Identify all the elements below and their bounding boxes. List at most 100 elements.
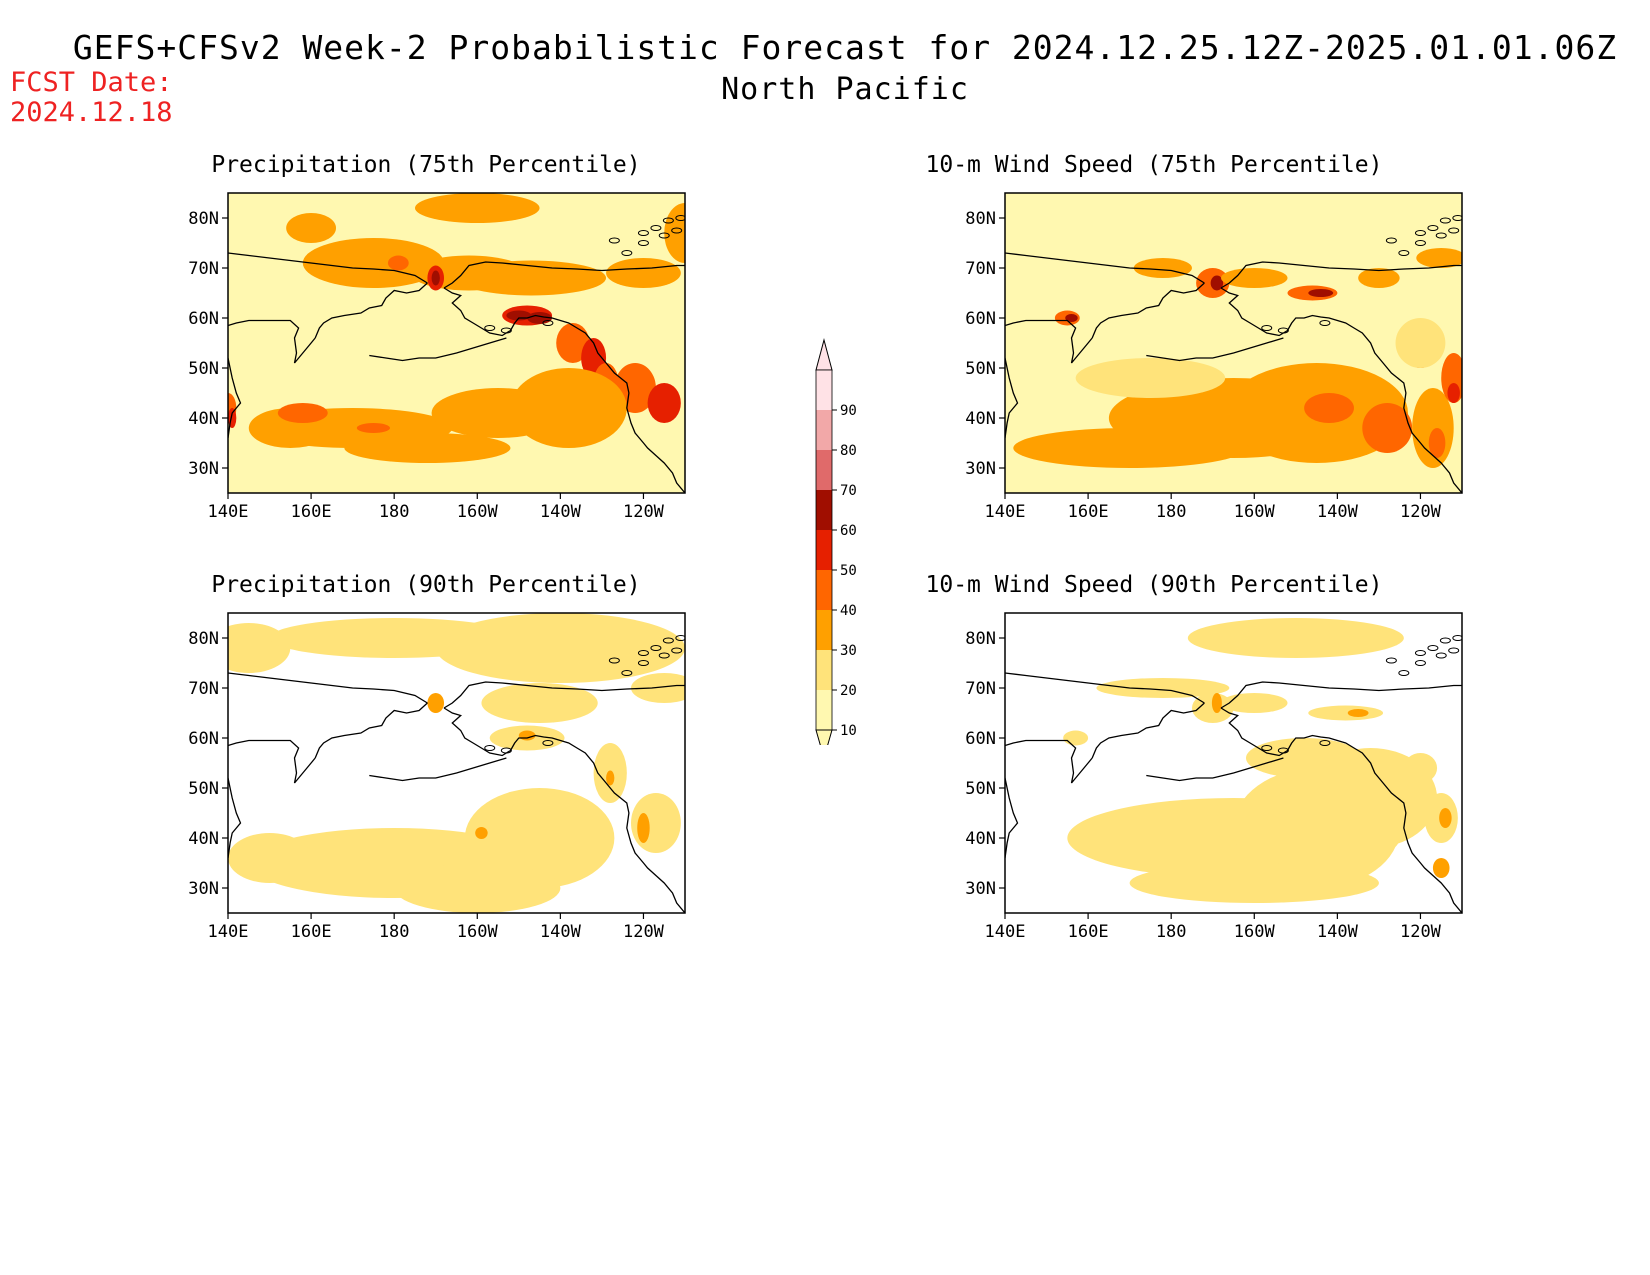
lat-label: 30N	[965, 879, 996, 899]
coastlines	[228, 635, 685, 913]
contour-region	[277, 403, 328, 423]
contour-region	[427, 693, 445, 713]
contour-region	[1395, 318, 1446, 368]
coastline	[443, 681, 685, 709]
fcst-date-value: 2024.12.18	[10, 97, 173, 128]
lon-label: 160W	[1234, 922, 1276, 942]
coastline	[1005, 777, 1019, 859]
island-outline	[675, 635, 685, 641]
map-frame	[1004, 612, 1463, 914]
colorbar-swatch	[816, 690, 832, 730]
contour-region	[1428, 428, 1446, 458]
contour-region	[1054, 298, 1188, 338]
lon-label: 140W	[540, 502, 582, 522]
panel-title-precip90: Precipitation (90th Percentile)	[211, 572, 641, 598]
coastline	[1146, 757, 1284, 782]
lat-label: 40N	[188, 829, 219, 849]
island-outline	[1452, 215, 1462, 221]
lon-label: 180	[1156, 922, 1187, 942]
lon-label: 180	[1156, 502, 1187, 522]
colorbar-label: 90	[840, 403, 857, 419]
lat-label: 40N	[188, 409, 219, 429]
lat-label: 60N	[188, 729, 219, 749]
coastline	[1220, 681, 1462, 709]
contour-region	[1005, 278, 1089, 308]
contour-region	[1221, 693, 1288, 713]
contour-region	[228, 623, 291, 673]
contour-region	[1362, 403, 1413, 453]
contour-region	[344, 433, 511, 463]
contour-region	[1063, 730, 1089, 746]
coastline	[228, 357, 242, 439]
lat-label: 50N	[965, 359, 996, 379]
lon-label: 140E	[208, 502, 249, 522]
contour-region	[626, 428, 677, 488]
island-outline	[621, 250, 633, 256]
island-outline	[1319, 320, 1331, 326]
forecast-date-label: FCST Date: 2024.12.18	[10, 68, 173, 128]
island-outline	[1277, 327, 1289, 334]
island-outline	[1439, 637, 1451, 644]
contour-region	[1358, 268, 1400, 288]
colorbar-label: 80	[840, 443, 857, 459]
lon-label: 160E	[291, 502, 332, 522]
island-outline	[1427, 645, 1439, 651]
island-outline	[658, 652, 670, 659]
coastline	[1005, 319, 1093, 364]
lon-label: 160W	[457, 502, 499, 522]
contour-region	[647, 383, 681, 423]
lon-label: 160E	[1068, 502, 1109, 522]
lat-label: 80N	[188, 209, 219, 229]
contour-region	[1210, 275, 1224, 291]
island-outline	[1277, 747, 1289, 754]
colorbar-top-cap	[815, 338, 833, 371]
lon-label: 140W	[1317, 922, 1359, 942]
contour-region	[1221, 268, 1288, 288]
colorbar-swatch	[816, 530, 832, 570]
shading-wind75	[1005, 193, 1462, 493]
contour-region	[518, 730, 536, 741]
lon-label: 140W	[1317, 502, 1359, 522]
colorbar-frame	[815, 369, 833, 731]
coastline	[228, 252, 428, 284]
contour-region	[1432, 858, 1450, 878]
map-panel-precip90: 140E 160E 180 160W 140W 120W 80N 70N 60N 50N 40N 30…	[188, 612, 686, 942]
contour-region	[510, 368, 627, 448]
island-outline	[671, 647, 683, 654]
lon-label: 180	[379, 922, 410, 942]
map-frame	[227, 192, 686, 494]
island-outline	[1439, 217, 1451, 224]
island-outline	[637, 230, 649, 236]
contour-region	[1403, 753, 1438, 783]
lat-label: 70N	[965, 679, 996, 699]
island-outline	[1414, 660, 1426, 666]
colorbar-label: 10	[840, 723, 857, 739]
colorbar-swatch	[816, 450, 832, 490]
island-outline	[662, 217, 674, 224]
colorbar-swatch	[816, 410, 832, 450]
lon-label: 120W	[1400, 502, 1442, 522]
panel-title-precip75: Precipitation (75th Percentile)	[211, 152, 641, 178]
contour-region	[1096, 678, 1230, 698]
coastline	[314, 702, 428, 759]
island-outline	[1319, 740, 1331, 746]
lat-label: 60N	[965, 729, 996, 749]
lat-label: 50N	[188, 359, 219, 379]
contour-region	[1304, 393, 1354, 423]
lon-label: 160W	[1234, 502, 1276, 522]
contour-region	[319, 343, 453, 393]
lat-label: 30N	[188, 879, 219, 899]
lon-label: 120W	[623, 502, 665, 522]
island-outline	[621, 670, 633, 676]
island-outline	[650, 645, 662, 651]
contour-region	[637, 813, 650, 843]
island-outline	[1414, 650, 1426, 656]
lon-label: 140E	[985, 502, 1026, 522]
island-outline	[484, 745, 496, 751]
lat-label: 80N	[965, 629, 996, 649]
contour-region	[1013, 428, 1246, 468]
contour-region	[651, 308, 685, 348]
island-outline	[1385, 657, 1397, 664]
colorbar: 10 20 30 40 50 60 70 80 90	[815, 338, 857, 745]
contour-region	[475, 827, 488, 839]
